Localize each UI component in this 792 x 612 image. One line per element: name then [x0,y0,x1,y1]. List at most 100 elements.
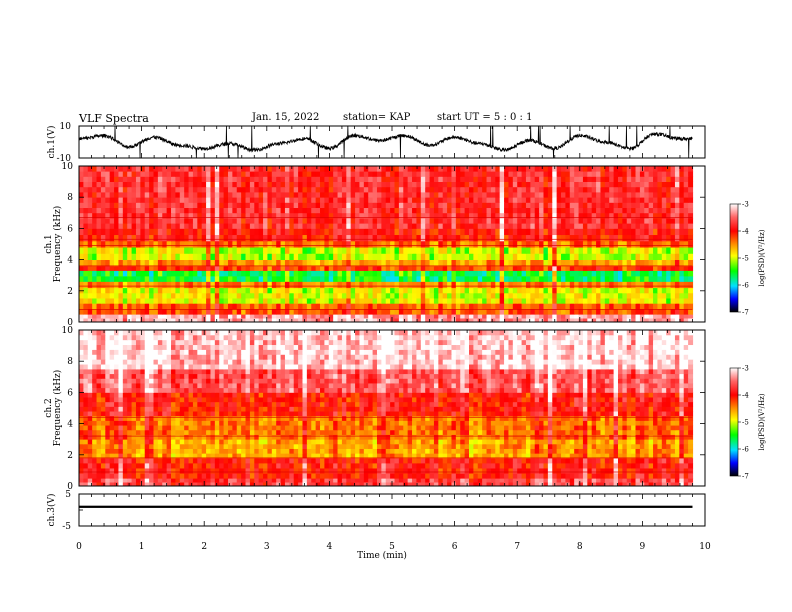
spectrogram-cell [320,453,325,459]
spectrogram-cell [153,265,159,271]
spectrogram-cell [416,314,422,319]
spectrogram-cell [394,457,400,464]
spectrogram-cell [403,453,409,459]
spectrogram-cell [337,212,343,219]
spectrogram-cell [407,223,413,229]
spectrogram-cell [179,247,185,254]
spectrogram-cell [223,197,229,203]
spectrogram-cell [92,468,98,474]
spectrogram-cell [499,473,505,479]
spectrogram-cell [517,314,523,319]
spectrogram-cell [232,197,238,203]
spectrogram-cell [403,473,409,479]
spectrogram-cell [407,287,413,294]
spectrogram-cell [504,171,510,177]
spectrogram-cell [359,192,365,198]
spectrogram-cell [596,223,602,229]
spectrogram-cell [162,457,168,464]
spectrogram-cell [429,298,435,304]
spectrogram-cell [206,253,212,260]
spectrogram-cell [328,259,334,267]
spectrogram-cell [688,259,694,267]
spectrogram-cell [574,192,580,198]
spectrogram-cell [324,218,330,224]
spectrogram-cell [609,457,615,464]
spectrogram-cell [333,292,339,299]
spectrogram-cell [197,473,203,479]
spectrogram-cell [574,212,580,219]
spectrogram-cell [219,482,225,487]
spectrogram-cell [363,197,369,203]
spectrogram-cell [499,259,505,267]
spectrogram-cell [442,171,448,177]
spectrogram-cell [192,192,198,198]
spectrogram-cell [455,192,461,198]
spectrogram-cell [547,265,553,271]
spectrogram-cell [105,176,111,182]
spectrogram-cell [140,218,146,224]
spectrogram-cell [574,314,580,319]
spectrogram-cell [420,292,426,299]
spectrogram-cell [407,259,413,267]
spectrogram-cell [249,462,255,469]
spectrogram-cell [674,197,680,203]
spectrogram-cell [622,228,628,236]
spectrogram-cell [206,473,212,479]
spectrogram-cell [433,453,439,459]
spectrogram-cell [280,265,286,271]
spectrogram-cell [87,482,93,487]
spectrogram-cell [631,202,637,208]
spectrogram-cell [153,298,159,304]
spectrogram-cell [109,298,115,304]
spectrogram-cell [547,234,553,242]
spectrogram-cell [504,166,510,172]
spectrogram-cell [271,197,277,203]
spectrogram-cell [157,228,163,236]
spectrogram-cell [547,207,553,214]
spectrogram-cell [416,270,422,277]
spectrogram-cell [609,462,615,469]
spectrogram-cell [653,468,659,474]
spectrogram-cell [166,281,172,289]
spectrogram-cell [149,303,155,310]
spectrogram-cell [171,212,176,219]
spectrogram-cell [87,292,93,299]
spectrogram-cell [363,259,369,267]
spectrogram-cell [249,218,255,224]
spectrogram-cell [495,314,501,319]
spectrogram-cell [600,171,606,177]
spectrogram-cell [561,228,566,236]
spectrogram-cell [223,453,229,459]
spectrogram-cell [539,473,545,479]
spectrogram-cell [171,298,176,304]
spectrogram-cell [460,166,466,172]
spectrogram-cell [192,202,198,208]
spectrogram-cell [249,228,255,236]
spectrogram-cell [679,292,685,299]
spectrogram-cell [622,298,628,304]
spectrogram-cell [258,287,264,294]
spectrogram-cell [552,171,558,177]
spectrogram-cell [688,223,694,229]
spectrogram-cell [355,240,361,248]
spectrogram-cell [184,478,190,483]
spectrogram-cell [157,287,163,294]
spectrogram-cell [451,318,457,323]
spectrogram-cell [92,192,98,198]
spectrogram-cell [591,247,597,254]
spectrogram-cell [192,265,198,271]
spectrogram-cell [688,207,694,214]
spectrogram-cell [271,275,277,282]
spectrogram-cell [543,212,549,219]
spectrogram-cell [591,212,597,219]
spectrogram-cell [679,192,685,198]
spectrogram-cell [521,192,527,198]
spectrogram-cell [157,265,163,271]
spectrogram-cell [561,314,566,319]
spectrogram-cell [412,234,418,242]
spectrogram-cell [385,166,391,172]
spectrogram-cell [425,270,431,277]
spectrogram-cell [591,457,597,464]
spectrogram-cell [166,192,172,198]
spectrogram-cell [140,207,146,214]
